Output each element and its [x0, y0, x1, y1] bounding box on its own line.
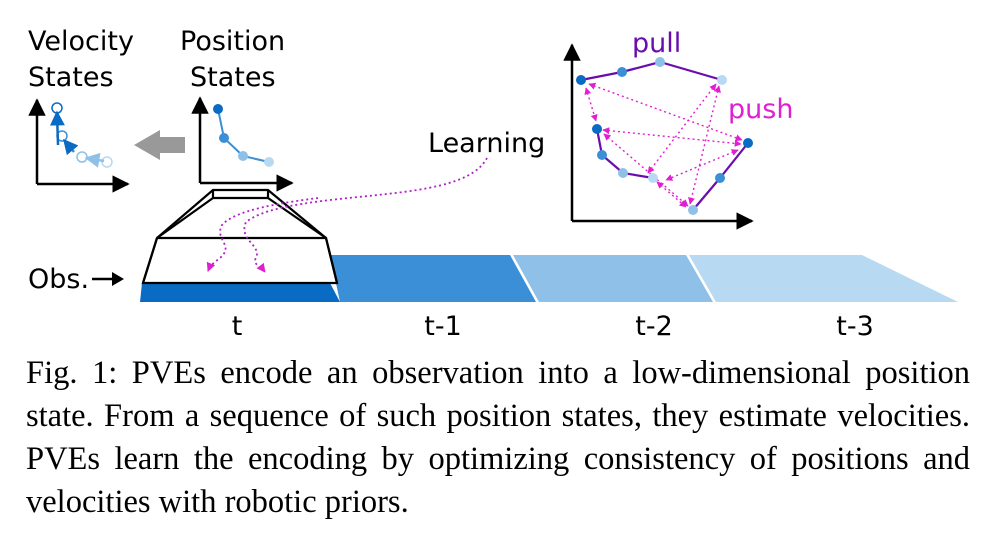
frame-t-3	[689, 255, 958, 302]
timeline-label-t-2: t-2	[635, 311, 673, 340]
obs-arrow-icon	[92, 272, 124, 286]
timeline-label-t-1: t-1	[424, 311, 462, 340]
velocity-states-label: Velocity	[28, 26, 134, 57]
figure-caption: Fig. 1: PVEs encode an observation into …	[26, 355, 970, 520]
velocity-states-label-line2: States	[28, 62, 114, 93]
velocity-states-plot	[28, 98, 130, 193]
position-states-plot	[191, 96, 294, 192]
learning-label: Learning	[428, 128, 545, 159]
position-states-label-line2: States	[190, 62, 276, 93]
pull-push-plot	[563, 43, 754, 230]
frame-t-2	[513, 255, 713, 302]
timeline-label-t: t	[232, 311, 243, 340]
timeline-label-t-3: t-3	[836, 311, 874, 340]
obs-label: Obs.	[28, 264, 89, 295]
velocity-estimation-arrow	[134, 130, 185, 160]
pull-label: pull	[632, 28, 681, 59]
observation-timeline	[140, 255, 958, 302]
push-label: push	[728, 94, 793, 125]
position-states-label: Position	[180, 26, 285, 57]
encoder-network	[141, 188, 339, 285]
frame-t-1	[330, 255, 536, 302]
pve-diagram: Velocity States Position States	[28, 26, 958, 340]
frame-t	[140, 283, 340, 302]
learning-signal	[206, 157, 488, 273]
